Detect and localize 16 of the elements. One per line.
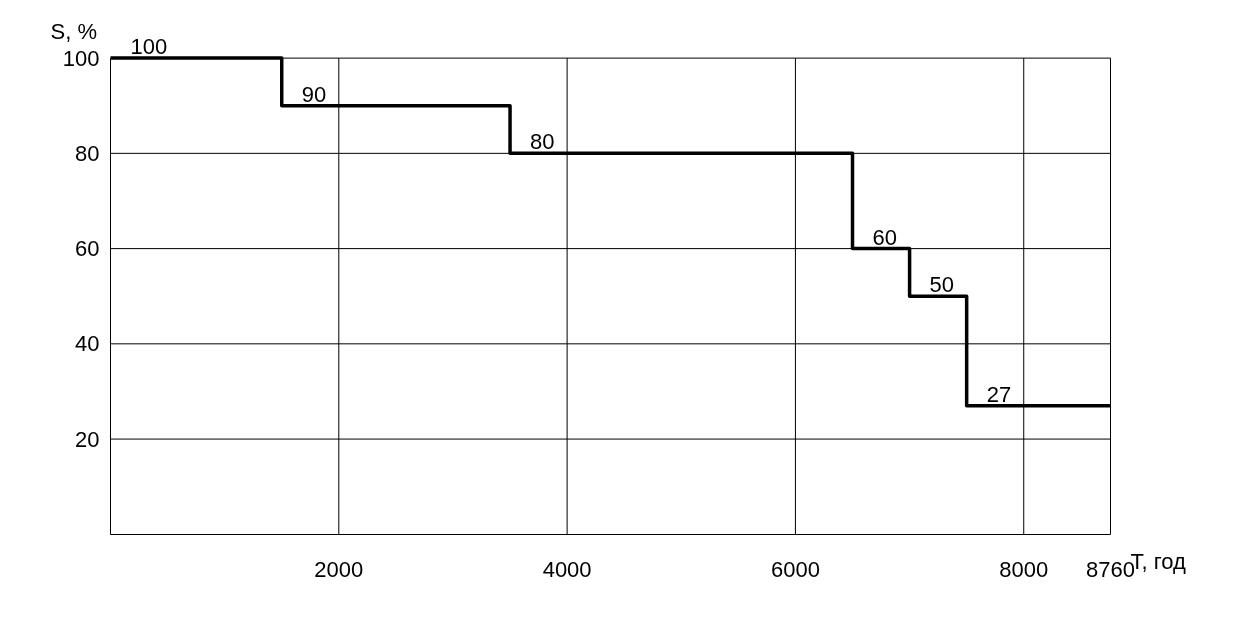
x-tick-label: 6000	[770, 557, 820, 583]
y-axis-title: S, %	[50, 19, 97, 45]
y-tick-label: 60	[75, 236, 100, 262]
y-tick-label: 100	[62, 45, 100, 71]
data-label: 60	[872, 224, 897, 250]
y-tick-label: 80	[75, 140, 100, 166]
data-label: 50	[929, 272, 955, 298]
data-label: 100	[130, 34, 168, 60]
y-tick-label: 20	[75, 426, 100, 452]
x-tick-label: 2000	[314, 557, 364, 583]
y-tick-label: 40	[75, 331, 100, 357]
data-label: 80	[530, 129, 555, 155]
x-tick-label: 4000	[542, 557, 592, 583]
data-label: 27	[986, 381, 1012, 407]
data-label: 90	[301, 81, 327, 107]
x-tick-label: 8000	[999, 557, 1049, 583]
